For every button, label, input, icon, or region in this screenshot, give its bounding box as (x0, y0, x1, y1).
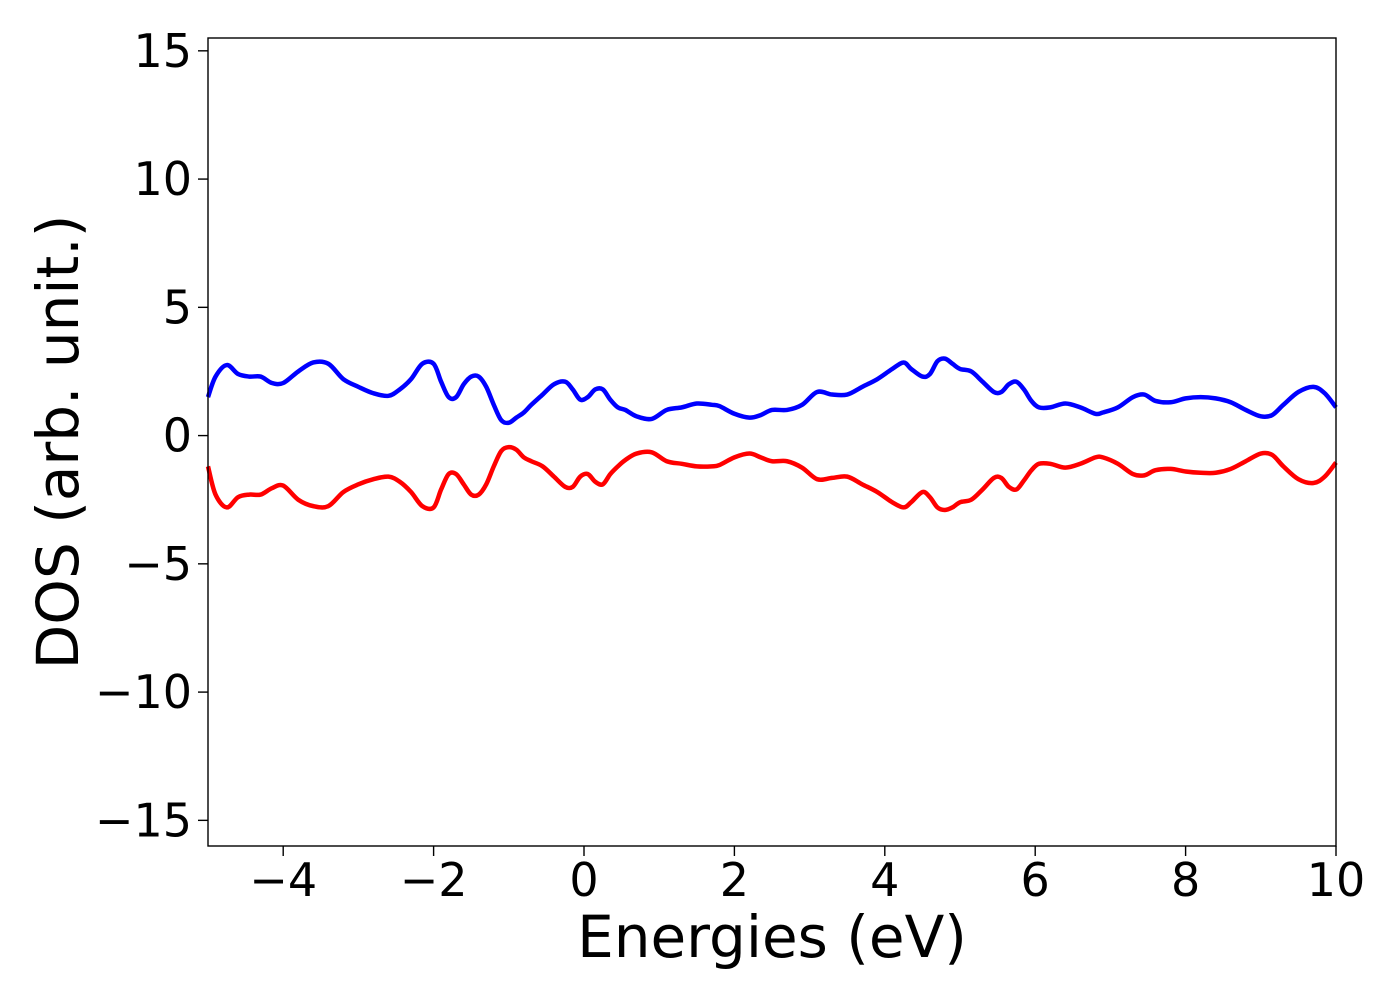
x-tick-label: 10 (1307, 853, 1366, 907)
y-tick-label: 10 (133, 152, 192, 206)
x-tick-label: 0 (569, 853, 598, 907)
series-line-0 (205, 356, 1338, 426)
y-tick-label: −5 (124, 537, 192, 591)
x-axis-ticks: −4 −2 0 2 4 6 8 10 (249, 846, 1365, 907)
series-line-1 (205, 444, 1338, 513)
y-tick-label: −10 (95, 665, 192, 719)
y-tick-label: 0 (163, 409, 192, 463)
y-tick-label: 5 (163, 280, 192, 334)
y-axis-ticks: −15 −10 −5 0 5 10 15 (95, 24, 208, 847)
x-tick-label: 4 (870, 853, 899, 907)
x-tick-label: 2 (720, 853, 749, 907)
series-layer (205, 356, 1338, 513)
x-axis-title: Energies (eV) (577, 903, 967, 971)
x-tick-label: 6 (1021, 853, 1050, 907)
x-tick-label: 8 (1171, 853, 1200, 907)
x-tick-label: −2 (400, 853, 468, 907)
y-tick-label: −15 (95, 793, 192, 847)
y-tick-label: 15 (133, 24, 192, 78)
x-tick-label: −4 (249, 853, 317, 907)
plot-frame (207, 37, 1337, 847)
y-axis-title: DOS (arb. unit.) (24, 215, 92, 670)
